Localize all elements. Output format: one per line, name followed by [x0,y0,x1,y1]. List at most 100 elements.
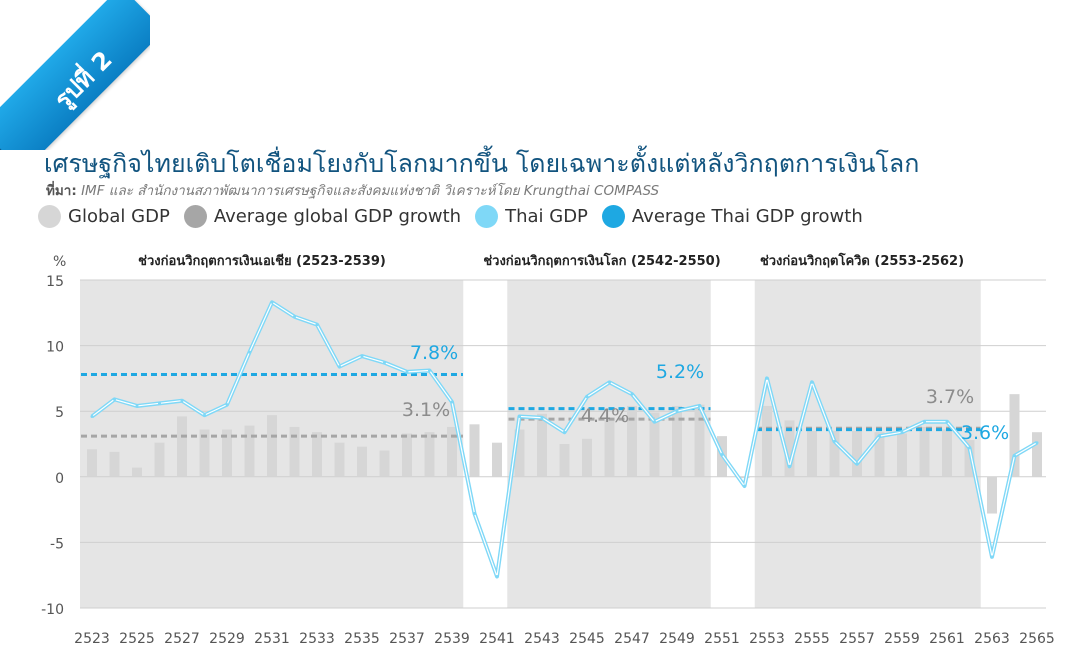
x-tick-label: 2525 [119,631,155,647]
legend-label-thai-gdp: Thai GDP [505,205,588,227]
thai-gdp-point-2536 [383,361,386,365]
thai-gdp-point-2542 [518,414,521,418]
x-tick-label: 2559 [884,631,920,647]
thai-gdp-point-2556 [833,439,836,443]
avg-thai-value-1: 7.8% [410,342,458,364]
global-gdp-bar-2534 [334,442,345,477]
thai-gdp-point-2535 [360,354,364,358]
thai-gdp-point-2531 [270,300,274,304]
global-gdp-bar-2533 [312,432,322,477]
thai-gdp-point-2534 [338,365,341,369]
thai-gdp-point-2560 [923,420,926,424]
y-tick-label: 10 [46,340,64,356]
global-gdp-bar-2556 [829,430,840,477]
global-gdp-bar-2538 [424,432,435,477]
x-tick-label: 2557 [839,631,875,647]
thai-gdp-point-2550 [698,404,701,408]
thai-gdp-point-2561 [945,420,949,424]
legend-item-global-gdp: Global GDP [38,204,170,228]
x-tick-label: 2531 [254,631,290,647]
thai-gdp-point-2552 [743,484,746,488]
x-tick-label: 2535 [344,631,380,647]
x-tick-label: 2543 [524,631,560,647]
global-gdp-bar-2554 [784,420,795,477]
chart-source: ที่มา: IMF และ สำนักงานสภาพัฒนาการเศรษฐก… [46,179,659,201]
y-tick-label: 15 [46,274,64,290]
thai-gdp-point-2541 [495,575,499,579]
y-tick-label: -10 [41,602,64,618]
global-gdp-bar-2531 [267,415,277,477]
x-tick-label: 2553 [749,631,785,647]
global-gdp-bar-2523 [87,449,97,477]
global-gdp-bar-2560 [919,426,930,477]
thai-gdp-point-2554 [788,464,791,468]
global-gdp-bar-2546 [604,420,615,477]
x-tick-label: 2565 [1019,631,1055,647]
avg-global-value-3: 3.7% [926,386,974,408]
thai-gdp-point-2525 [135,404,139,408]
thai-gdp-point-2527 [180,399,184,403]
global-gdp-bar-2557 [852,430,862,477]
global-gdp-bar-2539 [447,426,457,477]
global-gdp-bar-2530 [244,425,255,477]
thai-gdp-point-2526 [158,401,161,405]
global-gdp-bar-2565 [1032,432,1042,477]
thai-gdp-point-2530 [248,350,251,354]
global-gdp-bar-2563 [987,476,997,514]
thai-gdp-point-2558 [878,434,881,438]
global-gdp-bar-2561 [942,429,952,477]
x-tick-label: 2539 [434,631,470,647]
thai-gdp-point-2545 [585,395,589,399]
source-label: ที่มา: [46,183,77,199]
legend-swatch-thai-gdp [475,204,499,228]
thai-gdp-point-2547 [630,392,634,396]
global-gdp-bar-2524 [109,451,120,477]
legend-label-global-gdp: Global GDP [68,205,170,227]
legend-label-avg-global: Average global GDP growth [213,205,462,227]
legend-label-avg-thai: Average Thai GDP growth [631,205,863,227]
period-label-3: ช่วงก่อนวิกฤตโควิด (2553-2562) [760,252,964,269]
global-gdp-bar-2550 [694,404,705,477]
global-gdp-bar-2564 [1009,394,1020,477]
global-gdp-bar-2526 [154,442,165,477]
thai-gdp-point-2559 [900,430,904,434]
global-gdp-bar-2559 [897,433,907,477]
period-label-2: ช่วงก่อนวิกฤตการเงินโลก (2542-2550) [483,252,720,269]
source-text: IMF และ สำนักงานสภาพัฒนาการเศรษฐกิจและสั… [76,183,660,199]
x-tick-label: 2537 [389,631,425,647]
legend-item-avg-global: Average global GDP growth [183,204,462,228]
legend-swatch-avg-global [183,204,207,228]
legend-swatch-global-gdp [38,204,61,228]
x-tick-label: 2523 [74,631,110,647]
global-gdp-bar-2532 [289,426,300,477]
x-tick-label: 2549 [659,631,695,647]
thai-gdp-point-2543 [540,416,544,420]
x-tick-label: 2533 [299,631,335,647]
thai-gdp-point-2537 [405,370,409,374]
figure-badge: รูปที่ 2 [0,0,150,150]
y-tick-label: -5 [50,536,64,552]
x-tick-label: 2545 [569,631,605,647]
thai-gdp-point-2551 [720,452,724,456]
thai-gdp-point-2533 [315,323,319,327]
chart-legend: Global GDP Average global GDP growth Tha… [38,203,877,229]
thai-gdp-point-2532 [293,315,296,319]
x-tick-label: 2561 [929,631,965,647]
avg-global-value-1: 3.1% [402,399,450,421]
global-gdp-bar-2541 [492,442,502,477]
thai-gdp-point-2544 [563,430,566,434]
thai-gdp-point-2523 [90,414,94,418]
legend-item-avg-thai: Average Thai GDP growth [601,204,863,228]
thai-gdp-point-2540 [473,512,476,516]
legend-swatch-avg-thai [601,204,625,228]
global-gdp-bar-2529 [222,429,232,477]
global-gdp-bar-2553 [762,405,772,477]
global-gdp-bar-2545 [582,438,592,477]
global-gdp-bar-2549 [672,405,682,477]
x-tick-label: 2529 [209,631,245,647]
chart-title: เศรษฐกิจไทยเติบโตเชื่อมโยงกับโลกมากขึ้น … [44,149,920,178]
thai-gdp-point-2548 [653,420,656,424]
global-gdp-bar-2562 [964,440,975,477]
thai-gdp-point-2555 [810,380,814,384]
